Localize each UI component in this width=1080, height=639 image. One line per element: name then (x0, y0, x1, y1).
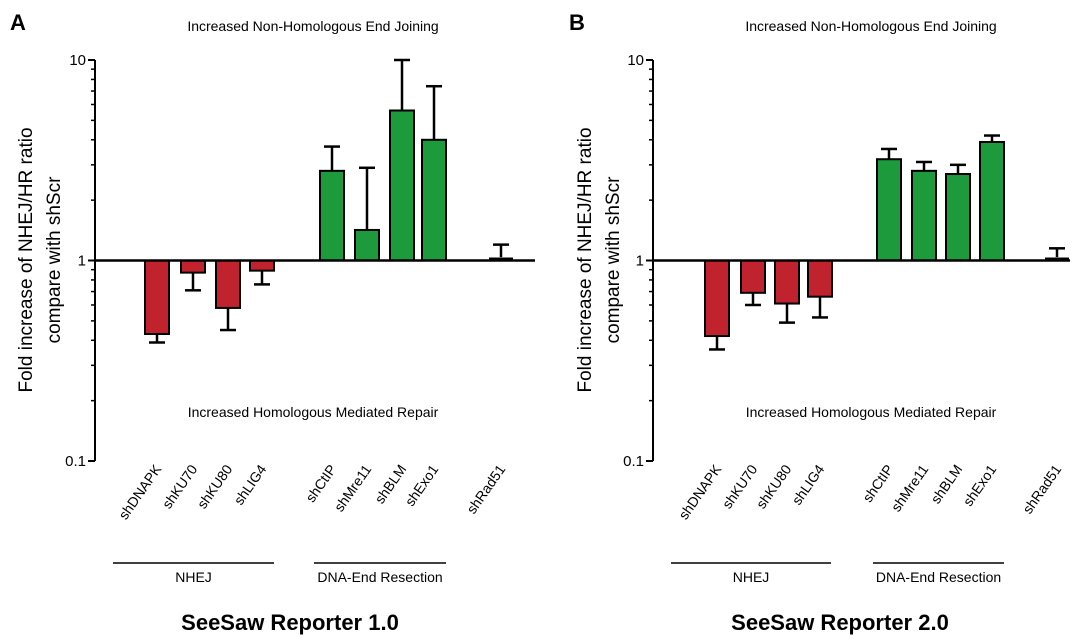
annotation-bottom: Increased Homologous Mediated Repair (746, 404, 997, 420)
y-tick-label: 0.1 (623, 453, 644, 470)
x-tick-label: shRad51 (463, 461, 508, 516)
y-tick-label: 10 (69, 52, 86, 69)
panel-letter: A (10, 10, 26, 35)
y-axis-label-line-1: Fold increase of NHEJ/HR ratio (575, 127, 596, 392)
y-tick-label: 10 (627, 52, 644, 69)
x-tick-label: shKU70 (159, 461, 201, 511)
bar (389, 109, 415, 262)
annotation-top: Increased Non-Homologous End Joining (187, 18, 438, 34)
annotation-top: Increased Non-Homologous End Joining (745, 18, 996, 34)
bar (945, 173, 971, 262)
y-axis-label-line-2: compare with shScr (44, 176, 65, 344)
group-label: DNA-End Resection (876, 569, 1001, 585)
x-tick-label: shRad51 (1019, 461, 1064, 516)
y-axis-label-line-1: Fold increase of NHEJ/HR ratio (16, 127, 37, 392)
bar (249, 259, 275, 272)
panel-a: A Increased Non-Homologous End Joining I… (10, 10, 535, 635)
x-tick-label: shCtIP (859, 462, 896, 506)
y-tick-label: 1 (636, 253, 644, 270)
group-label: DNA-End Resection (317, 569, 442, 585)
group-label: NHEJ (733, 569, 770, 585)
bar (215, 259, 241, 309)
x-tick-label: shExo1 (960, 461, 1000, 509)
bar (807, 259, 833, 298)
x-tick-label: shExo1 (402, 461, 442, 509)
annotation-bottom: Increased Homologous Mediated Repair (188, 404, 439, 420)
bar (876, 158, 902, 262)
bar (911, 169, 937, 262)
y-axis-label-line-2: compare with shScr (603, 176, 624, 344)
chart-title: SeeSaw Reporter 2.0 (731, 610, 949, 635)
x-tick-label: shKU80 (194, 461, 236, 511)
x-tick-label: shLIG4 (788, 461, 827, 507)
bar (704, 259, 730, 338)
bar (774, 259, 800, 305)
bar (421, 138, 447, 262)
chart-title: SeeSaw Reporter 1.0 (181, 610, 399, 635)
panel-b: B Increased Non-Homologous End Joining I… (569, 10, 1070, 635)
y-tick-label: 0.1 (65, 453, 86, 470)
bar (319, 169, 345, 262)
x-tick-label: shCtIP (302, 462, 339, 506)
panel-letter: B (569, 10, 585, 35)
group-label: NHEJ (175, 569, 212, 585)
y-tick-label: 1 (78, 253, 86, 270)
bar (354, 228, 380, 262)
x-tick-label: shKU80 (753, 461, 795, 511)
bar (979, 140, 1005, 262)
bar (740, 259, 766, 294)
x-tick-label: shLIG4 (230, 461, 269, 507)
bar (144, 259, 170, 335)
x-tick-label: shDNAPK (675, 461, 725, 522)
bar (180, 259, 206, 274)
x-tick-label: shDNAPK (115, 461, 165, 522)
